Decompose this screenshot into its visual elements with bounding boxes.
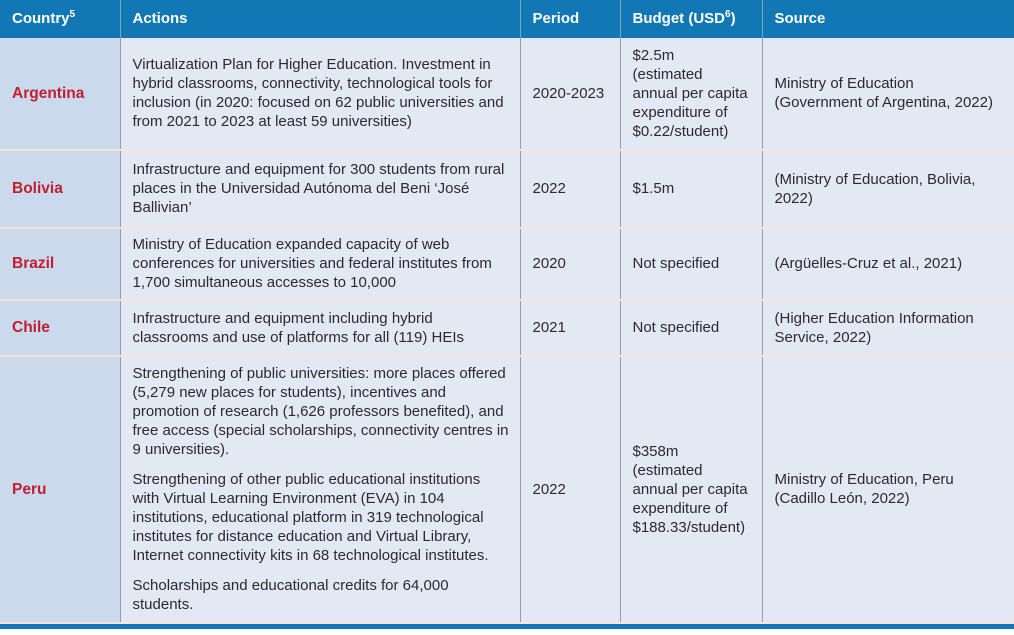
actions-cell: Virtualization Plan for Higher Education… xyxy=(120,38,521,150)
table-bottom-border xyxy=(0,622,1014,629)
table-row-bolivia: Bolivia Infrastructure and equipment for… xyxy=(0,149,1014,228)
period-cell: 2020-2023 xyxy=(520,38,621,150)
actions-cell: Infrastructure and equipment for 300 stu… xyxy=(120,149,521,228)
period-cell: 2022 xyxy=(520,149,621,228)
budget-amount: $358m xyxy=(632,442,679,460)
period-cell: 2022 xyxy=(520,355,621,622)
action-paragraph: Virtualization Plan for Higher Education… xyxy=(132,56,504,130)
header-source-label: Source xyxy=(774,9,826,27)
source-cell: (Ministry of Education, Bolivia, 2022) xyxy=(762,149,1014,228)
budget-amount: Not specified xyxy=(632,319,720,336)
action-paragraph: Strengthening of other public educationa… xyxy=(132,471,489,564)
country-cell: Argentina xyxy=(0,38,121,150)
actions-cell: Strengthening of public universities: mo… xyxy=(120,355,521,622)
action-paragraph: Strengthening of public universities: mo… xyxy=(132,365,509,458)
actions-cell: Ministry of Education expanded capacity … xyxy=(120,227,521,300)
table-row-peru: Peru Strengthening of public universitie… xyxy=(0,355,1014,622)
country-cell: Chile xyxy=(0,299,121,356)
country-cell: Peru xyxy=(0,355,121,622)
action-paragraph: Ministry of Education expanded capacity … xyxy=(132,236,492,291)
budget-cell: Not specified xyxy=(620,299,763,356)
table-header-row: Country5 Actions Period Budget (USD6) So… xyxy=(0,0,1014,38)
footnote-ref-6: 6 xyxy=(725,8,731,20)
country-name: Argentina xyxy=(12,84,85,102)
country-name: Bolivia xyxy=(12,180,63,197)
budget-amount: $2.5m xyxy=(632,46,675,64)
header-period-label: Period xyxy=(532,9,580,27)
budget-note: (estimated annual per capita expenditure… xyxy=(632,461,748,536)
action-paragraph: Scholarships and educational credits for… xyxy=(132,577,449,613)
budget-amount: Not specified xyxy=(632,255,720,272)
source-cell: (Argüelles-Cruz et al., 2021) xyxy=(762,227,1014,300)
header-actions-label: Actions xyxy=(132,9,188,27)
table-row-argentina: Argentina Virtualization Plan for Higher… xyxy=(0,38,1014,150)
budget-note: (estimated annual per capita expenditure… xyxy=(632,65,748,140)
table-row-chile: Chile Infrastructure and equipment inclu… xyxy=(0,299,1014,356)
source-cell: Ministry of Education, Peru (Cadillo Leó… xyxy=(762,355,1014,622)
table-row-brazil: Brazil Ministry of Education expanded ca… xyxy=(0,227,1014,300)
header-budget-label: Budget (USD xyxy=(632,9,726,27)
budget-cell: $2.5m (estimated annual per capita expen… xyxy=(620,38,763,150)
header-period: Period xyxy=(520,0,621,38)
country-cell: Bolivia xyxy=(0,149,121,228)
period-cell: 2021 xyxy=(520,299,621,356)
source-cell: (Higher Education Information Service, 2… xyxy=(762,299,1014,356)
header-country: Country5 xyxy=(0,0,121,38)
period-cell: 2020 xyxy=(520,227,621,300)
country-name: Peru xyxy=(12,480,47,498)
header-source: Source xyxy=(762,0,1014,38)
country-cell: Brazil xyxy=(0,227,121,300)
action-paragraph: Infrastructure and equipment for 300 stu… xyxy=(132,161,505,216)
country-name: Chile xyxy=(12,319,50,336)
header-budget-label-suffix: ) xyxy=(730,9,736,27)
footnote-ref-5: 5 xyxy=(69,8,76,20)
country-name: Brazil xyxy=(12,255,55,272)
header-budget: Budget (USD6) xyxy=(620,0,763,38)
budget-cell: Not specified xyxy=(620,227,763,300)
budget-amount: $1.5m xyxy=(632,180,675,197)
header-country-label: Country xyxy=(12,9,70,27)
country-actions-table: Country5 Actions Period Budget (USD6) So… xyxy=(0,0,1014,622)
header-actions: Actions xyxy=(120,0,521,38)
source-cell: Ministry of Education (Government of Arg… xyxy=(762,38,1014,150)
actions-cell: Infrastructure and equipment including h… xyxy=(120,299,521,356)
budget-cell: $358m (estimated annual per capita expen… xyxy=(620,355,763,622)
budget-cell: $1.5m xyxy=(620,149,763,228)
action-paragraph: Infrastructure and equipment including h… xyxy=(132,309,465,346)
